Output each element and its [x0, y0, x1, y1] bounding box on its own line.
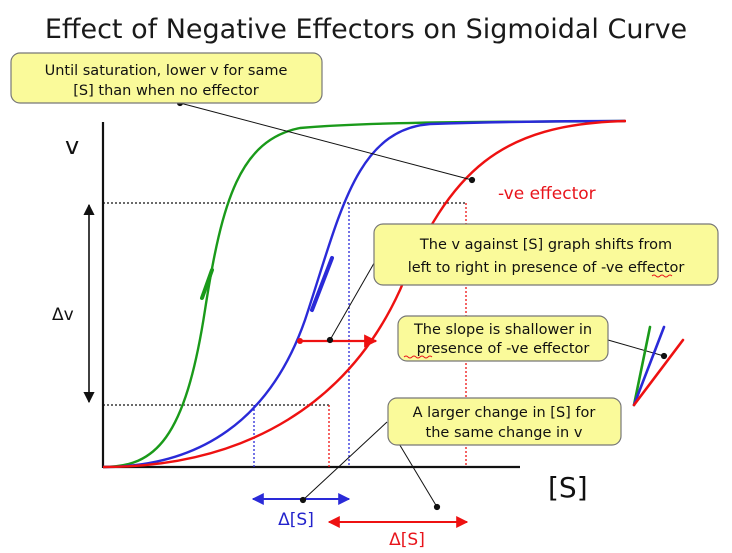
x-axis-label: [S]	[548, 471, 588, 504]
note-slope-line-2: presence of -ve effector	[417, 341, 590, 357]
note-larger-change-line-1: A larger change in [S] for	[413, 405, 596, 421]
note-shift: The v against [S] graph shifts from left…	[373, 223, 719, 286]
note-saturation-line-1: Until saturation, lower v for same	[45, 63, 288, 79]
delta-v-label: Δv	[52, 305, 74, 325]
note-larger-change-line-2: the same change in v	[426, 425, 583, 441]
shift-arrow-start	[297, 338, 303, 344]
blue-slope-segment	[310, 256, 334, 312]
red-curve-negative-effector	[102, 119, 627, 469]
note-saturation: Until saturation, lower v for same [S] t…	[10, 52, 323, 104]
note-slope: The slope is shallower in presence of -v…	[397, 315, 609, 362]
slope-comparison-icon	[632, 325, 685, 407]
spellcheck-squiggle	[403, 355, 433, 359]
note-shift-line-1: The v against [S] graph shifts from	[419, 237, 672, 253]
blue-delta-s-label: Δ[S]	[278, 510, 314, 530]
spellcheck-squiggle	[651, 274, 673, 278]
note-saturation-line-2: [S] than when no effector	[73, 83, 258, 99]
note-slope-line-1: The slope is shallower in	[413, 322, 592, 338]
note-shift-line-2: left to right in presence of -ve effecto…	[408, 260, 685, 276]
green-slope-segment	[200, 268, 214, 300]
note-larger-change: A larger change in [S] for the same chan…	[387, 397, 622, 446]
blue-curve	[102, 119, 626, 469]
y-axis-label: v	[65, 132, 79, 160]
red-delta-s-label: Δ[S]	[389, 530, 425, 550]
callout-connectors	[176, 99, 668, 511]
diagram-title: Effect of Negative Effectors on Sigmoida…	[45, 14, 687, 45]
negative-effector-label: -ve effector	[498, 184, 596, 204]
